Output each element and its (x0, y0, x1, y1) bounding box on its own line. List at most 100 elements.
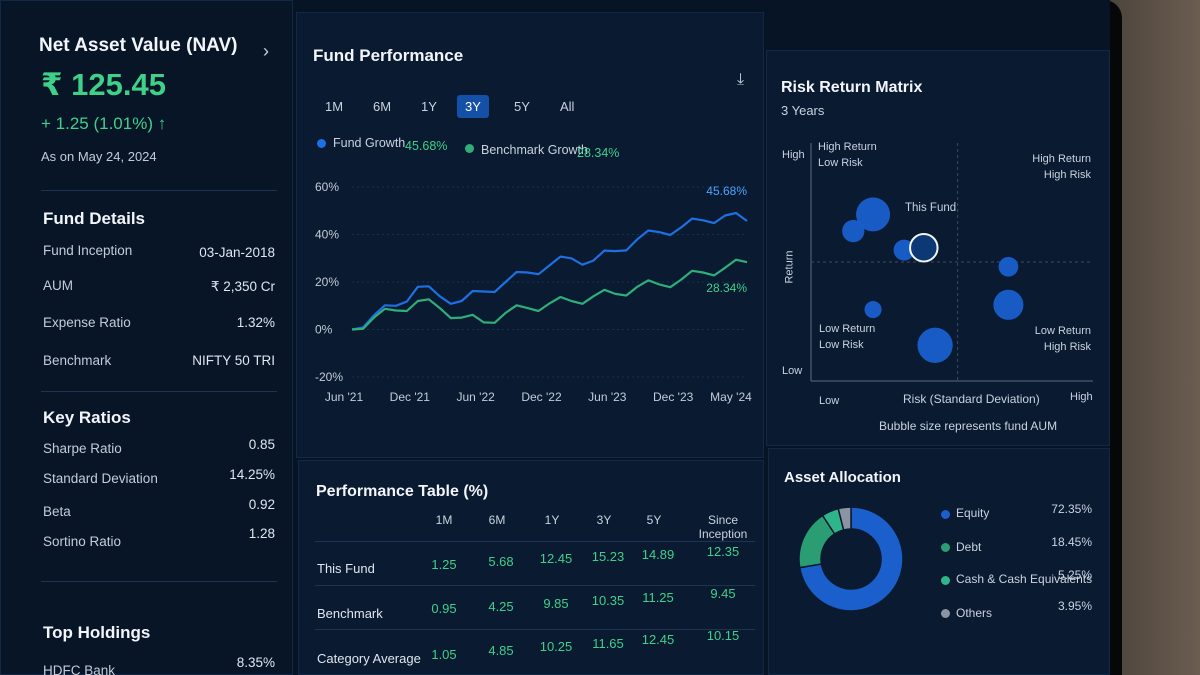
table-cell: 9.45 (710, 586, 736, 601)
table-cell: 15.23 (591, 549, 625, 564)
table-cell: 12.45 (641, 632, 675, 647)
beta-value: 0.92 (248, 497, 275, 512)
chevron-right-icon[interactable]: › (263, 41, 269, 61)
performance-table-title: Performance Table (%) (316, 483, 489, 500)
col-6m: 6M (488, 513, 506, 527)
risk-subtitle: 3 Years (781, 103, 825, 118)
holding-name: HDFC Bank (43, 663, 116, 675)
benchmark-legend-label: Benchmark Growth (481, 143, 588, 157)
table-cell: 12.35 (706, 544, 740, 559)
cash-legend-dot (941, 576, 950, 585)
others-legend-dot (941, 609, 950, 618)
x-tick-label: Jun '21 (325, 390, 364, 404)
col-3y: 3Y (596, 513, 612, 527)
table-cell: 12.45 (539, 551, 573, 566)
x-tick-label: May '24 (710, 390, 752, 404)
fund-end-label: 45.68% (706, 184, 747, 198)
y-tick-label: 60% (315, 180, 339, 194)
equity-legend-dot (941, 510, 950, 519)
table-cell: 4.85 (488, 643, 514, 658)
x-tick-label: Dec '23 (653, 390, 694, 404)
donut-slice-equity (798, 506, 904, 612)
donut-slice-others (837, 506, 852, 531)
table-cell: 10.15 (706, 628, 740, 643)
sortino-ratio-label: Sortino Ratio (43, 534, 122, 549)
x-axis-label: Risk (Standard Deviation) (903, 392, 1040, 406)
col-since-inception: Since Inception (698, 513, 748, 541)
col-1y: 1Y (544, 513, 560, 527)
peer-fund-bubble (893, 239, 915, 261)
cash-label: Cash & Cash Equivalents (956, 572, 1093, 586)
peer-fund-bubble (993, 289, 1024, 320)
nav-sidebar: Net Asset Value (NAV) › ₹ 125.45 + 1.25 … (0, 0, 293, 675)
tab-1y[interactable]: 1Y (421, 99, 437, 114)
nav-value: ₹ 125.45 (41, 67, 166, 102)
fund-details-title: Fund Details (43, 209, 146, 228)
nav-date: As on May 24, 2024 (41, 149, 157, 164)
aum-value: ₹ 2,350 Cr (210, 279, 275, 294)
peer-fund-bubble (842, 219, 865, 243)
download-icon[interactable]: ⤓ (737, 71, 745, 88)
fund-inception-value: 03-Jan-2018 (199, 245, 275, 260)
this-fund-bubble (909, 232, 939, 263)
allocation-donut-chart (798, 506, 904, 612)
col-1m: 1M (435, 513, 453, 527)
equity-label: Equity (956, 506, 990, 520)
table-cell: 11.65 (592, 636, 624, 651)
quadrant-br: Low Return High Risk (1034, 325, 1091, 353)
fund-inception-label: Fund Inception (43, 243, 133, 258)
table-cell: 10.25 (539, 639, 573, 654)
x-tick-label: Dec '22 (521, 390, 562, 404)
performance-line-chart: 60% 40% 20% 0% -20% Jun '21 Dec '21 Jun '22 Dec … (315, 180, 752, 404)
table-cell: 10.35 (591, 593, 625, 608)
equity-value: 72.35% (1051, 502, 1092, 516)
y-tick-label: 20% (315, 275, 339, 289)
benchmark-label: Benchmark (43, 353, 112, 368)
tab-all[interactable]: All (560, 99, 575, 114)
sortino-ratio-value: 1.28 (248, 526, 275, 541)
std-dev-label: Standard Deviation (43, 471, 158, 486)
y-tick-label: 40% (315, 228, 339, 242)
peer-fund-bubble (998, 256, 1019, 277)
benchmark-end-label: 28.34% (706, 281, 747, 295)
x-high-label: High (1070, 391, 1093, 403)
benchmark-growth-line (351, 258, 748, 331)
y-low-label: Low (782, 365, 803, 377)
tab-6m[interactable]: 6M (373, 99, 392, 114)
sharpe-ratio-label: Sharpe Ratio (43, 441, 122, 456)
dashboard-screen: Net Asset Value (NAV) › ₹ 125.45 + 1.25 … (0, 0, 1110, 675)
tab-5y[interactable]: 5Y (514, 99, 530, 114)
row-benchmark-label: Benchmark (317, 606, 383, 621)
nav-title: Net Asset Value (NAV) (39, 35, 238, 56)
tab-1m[interactable]: 1M (325, 99, 344, 114)
divider (315, 541, 755, 542)
aum-label: AUM (43, 278, 73, 293)
asset-allocation-title: Asset Allocation (784, 469, 901, 486)
tab-3y[interactable]: 3Y (457, 95, 489, 118)
expense-ratio-value: 1.32% (236, 315, 275, 330)
table-cell: 11.25 (642, 590, 674, 605)
fund-performance-panel: Fund Performance ⤓ 1M 6M 1Y 3Y 5Y All Fu… (296, 12, 764, 458)
table-cell: 14.89 (641, 547, 675, 562)
y-axis-label: Return (783, 250, 796, 284)
table-cell: 5.68 (488, 554, 514, 569)
quadrant-tr: High Return High Risk (1032, 153, 1091, 181)
nav-change: + 1.25 (1.01%) ↑ (41, 114, 167, 133)
divider (41, 391, 277, 392)
table-cell: 4.25 (488, 599, 514, 614)
table-cell: 1.25 (431, 557, 457, 572)
x-low-label: Low (819, 395, 840, 407)
debt-label: Debt (956, 540, 982, 554)
fund-legend-value: 45.68% (405, 139, 448, 153)
fund-legend-label: Fund Growth (333, 136, 406, 150)
risk-return-panel: Risk Return Matrix 3 Years High Low Retu… (766, 50, 1110, 446)
divider (315, 629, 755, 630)
debt-legend-dot (941, 543, 950, 552)
row-category-average-label: Category Average (317, 651, 421, 666)
table-cell: 1.05 (431, 647, 457, 662)
fund-growth-line (351, 211, 748, 331)
divider (315, 585, 755, 586)
others-label: Others (956, 606, 993, 620)
peer-fund-bubble (864, 301, 882, 319)
peer-fund-bubble (856, 197, 891, 232)
